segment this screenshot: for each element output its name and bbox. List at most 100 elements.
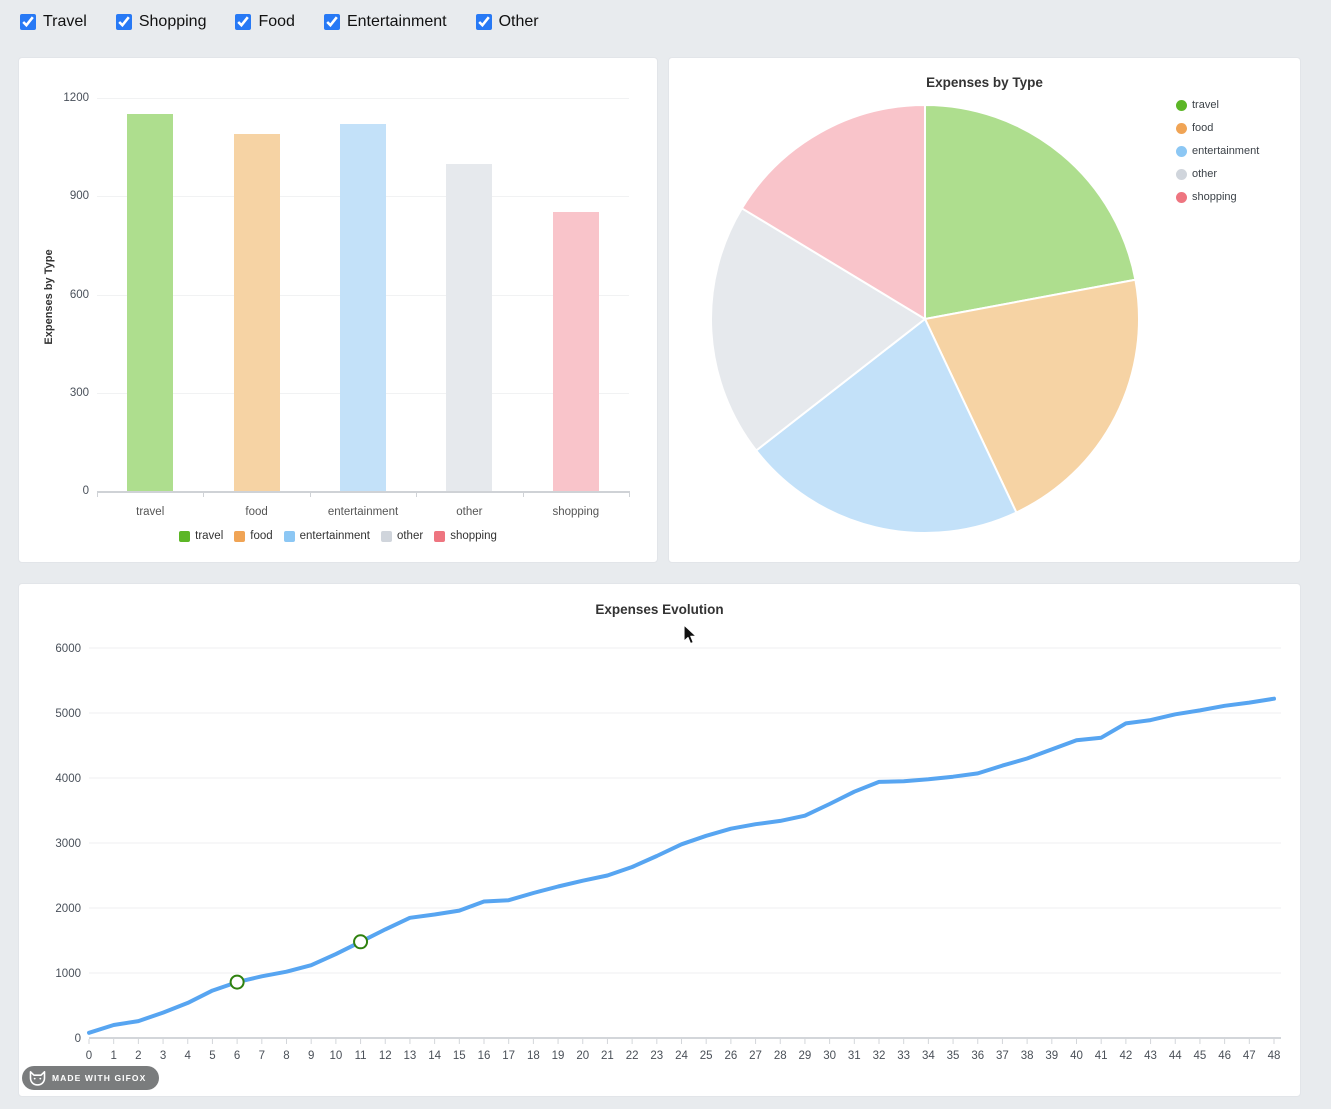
pie-legend-label-travel: travel [1192,99,1219,111]
line-chart-card: Expenses Evolution 0 1000 2000 3000 4000 5000… [18,583,1301,1097]
line-xtick-label: 28 [774,1050,787,1062]
pie-legend: travel food entertainment other shopping [1176,99,1259,203]
bar-x-axis-tick [203,491,205,497]
line-xtick-label: 10 [329,1050,342,1062]
line-xtick-label: 41 [1095,1050,1108,1062]
bar-chart-card: Expenses by Type 0 300 600 900 1200 travel foo… [18,57,658,563]
line-xtick-label: 45 [1194,1050,1207,1062]
bar-legend-item-shopping: shopping [434,530,497,542]
line-ytick-label: 3000 [55,838,81,850]
bar-x-axis-tick [522,491,524,497]
pie-legend-item-food: food [1176,122,1259,134]
filter-bar: Travel Shopping Food Entertainment Other [20,13,539,31]
bar-x-axis-tick [629,491,630,497]
line-xtick-label: 8 [283,1050,289,1062]
bar-category-label-entertainment: entertainment [327,506,399,518]
filter-checkbox-other[interactable] [475,14,492,30]
bar-x-axis-tick [97,491,98,497]
pie-legend-dot-shopping [1176,191,1187,203]
bar-gridline [97,98,629,99]
filter-food[interactable]: Food [235,13,295,31]
line-xtick-label: 39 [1045,1050,1058,1062]
line-xtick-label: 11 [355,1050,367,1062]
line-xtick-label: 34 [922,1050,935,1062]
line-xtick-label: 21 [601,1050,614,1062]
pie-chart-title: Expenses by Type [926,75,1043,90]
filter-travel[interactable]: Travel [20,13,87,31]
line-xtick-label: 3 [160,1050,166,1062]
line-xtick-label: 44 [1169,1050,1182,1062]
filter-label-food: Food [258,13,295,30]
pie-legend-dot-food [1176,122,1187,134]
pie-slice-shopping [740,104,926,320]
bar-legend-item-food: food [234,530,273,542]
line-marker-x11 [353,934,369,950]
line-ytick-label: 1000 [55,968,81,980]
pie-slice-other [710,207,926,452]
line-xtick-label: 18 [527,1050,540,1062]
line-xtick-label: 5 [209,1050,215,1062]
bar-legend-swatch-shopping [434,530,446,542]
pie-legend-item-travel: travel [1176,99,1259,111]
bar-legend-item-travel: travel [179,530,223,542]
bar-category-label-food: food [245,506,268,518]
filter-shopping[interactable]: Shopping [115,13,207,31]
line-xtick-label: 23 [650,1050,663,1062]
gifox-badge[interactable]: MADE WITH GIFOX [22,1066,160,1090]
bar-shopping [552,211,599,491]
filter-label-travel: Travel [43,13,87,30]
line-xtick-label: 2 [135,1050,141,1062]
bar-ytick-label: 1200 [63,92,89,104]
filter-checkbox-shopping[interactable] [115,14,132,30]
pie-legend-item-shopping: shopping [1176,191,1259,203]
bar-legend-swatch-other [380,530,392,542]
bar-legend-label-other: other [396,530,424,542]
line-xtick-label: 33 [897,1050,910,1062]
filter-checkbox-entertainment[interactable] [323,14,340,30]
pie-legend-dot-entertainment [1176,145,1187,157]
bar-legend-item-other: other [380,530,424,542]
line-xtick-label: 48 [1268,1050,1281,1062]
filter-entertainment[interactable]: Entertainment [323,13,447,31]
line-xtick-label: 16 [478,1050,491,1062]
gifox-badge-text: MADE WITH GIFOX [52,1073,147,1083]
bar-travel [127,114,174,491]
bar-ytick-label: 900 [69,190,89,203]
bar-other [446,163,493,491]
line-xtick-label: 19 [552,1050,565,1062]
bar-ytick-label: 0 [82,485,89,497]
line-marker-x6 [229,974,245,990]
pie-legend-item-other: other [1176,168,1259,180]
filter-label-other: Other [498,13,539,30]
line-ytick-label: 4000 [55,773,81,785]
line-ytick-label: 5000 [55,708,81,720]
line-xtick-label: 37 [996,1050,1009,1062]
filter-label-shopping: Shopping [138,13,207,30]
line-xtick-label: 4 [185,1050,192,1062]
line-xtick-label: 20 [576,1050,589,1062]
bar-legend-label-food: food [250,530,273,542]
line-xtick-label: 27 [749,1050,762,1062]
line-xtick-label: 29 [799,1050,812,1062]
pie-slice-food [924,278,1140,514]
line-ytick-label: 0 [75,1033,81,1045]
bar-x-axis [97,491,630,493]
line-series-path [87,696,1276,1035]
line-xtick-label: 40 [1070,1050,1083,1062]
bar-legend-swatch-entertainment [283,530,295,542]
line-xtick-label: 24 [675,1050,688,1062]
filter-other[interactable]: Other [475,13,539,31]
bar-legend: travel food entertainment other shopping [19,530,657,542]
bar-legend-swatch-food [234,530,246,542]
line-ytick-label: 6000 [55,643,81,655]
pie-chart-card: Expenses by Type travel food entertainment… [668,57,1301,563]
line-xtick-label: 25 [700,1050,713,1062]
line-xtick-label: 36 [971,1050,984,1062]
gifox-logo-icon [29,1070,46,1086]
filter-checkbox-food[interactable] [235,14,252,30]
line-xtick-label: 14 [428,1050,441,1062]
bar-ytick-label: 300 [69,386,89,399]
bar-category-label-other: other [456,506,483,518]
filter-checkbox-travel[interactable] [20,14,36,30]
line-chart-title: Expenses Evolution [595,602,724,617]
